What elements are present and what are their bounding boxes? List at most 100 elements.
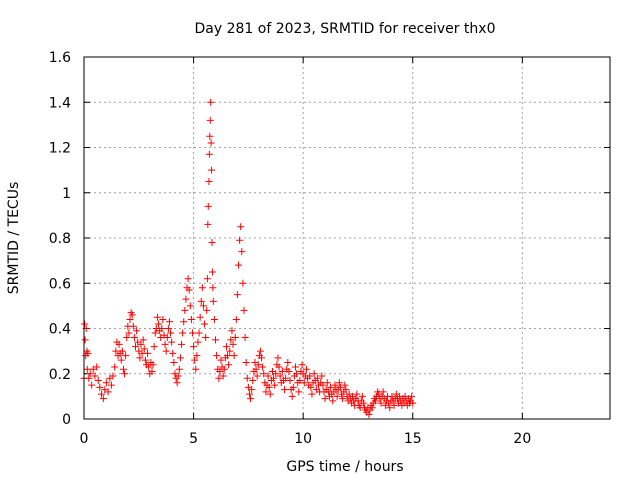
data-point	[207, 98, 215, 106]
data-point	[112, 347, 120, 355]
data-point	[286, 377, 294, 385]
data-point	[240, 306, 248, 314]
data-point	[282, 374, 290, 382]
data-point	[243, 374, 251, 382]
data-point	[107, 381, 115, 389]
data-point	[188, 329, 196, 337]
data-point	[144, 349, 152, 357]
data-point	[141, 356, 149, 364]
data-point	[175, 365, 183, 373]
y-tick-label: 1	[62, 186, 71, 202]
data-point	[91, 372, 99, 380]
data-point	[181, 306, 189, 314]
data-point	[151, 329, 159, 337]
data-point	[197, 297, 205, 305]
y-tick-label: 1.2	[49, 141, 71, 157]
data-point	[308, 390, 316, 398]
data-point	[327, 383, 335, 391]
data-point	[284, 358, 292, 366]
data-point	[217, 356, 225, 364]
data-point	[288, 392, 296, 400]
data-point	[118, 347, 126, 355]
data-point	[168, 338, 176, 346]
x-tick-label: 10	[294, 431, 312, 447]
x-axis-label: GPS time / hours	[286, 459, 403, 475]
data-point	[319, 381, 327, 389]
data-point	[98, 390, 106, 398]
data-point	[321, 395, 329, 403]
data-point	[96, 383, 104, 391]
data-point	[408, 392, 416, 400]
data-point	[225, 361, 233, 369]
data-point	[190, 343, 198, 351]
data-point	[178, 340, 186, 348]
data-point	[86, 370, 94, 378]
data-point	[206, 116, 214, 124]
data-point	[196, 313, 204, 321]
data-point	[278, 367, 286, 375]
data-point	[83, 365, 91, 373]
data-point	[275, 363, 283, 371]
data-point	[220, 365, 228, 373]
data-point	[122, 352, 130, 360]
data-point	[256, 347, 264, 355]
data-point	[215, 374, 223, 382]
data-point	[163, 334, 171, 342]
data-point	[239, 279, 247, 287]
data-point	[265, 383, 273, 391]
data-point	[235, 261, 243, 269]
data-point	[274, 354, 282, 362]
data-point	[208, 239, 216, 247]
data-point	[184, 275, 192, 283]
data-point	[174, 372, 182, 380]
data-point	[191, 356, 199, 364]
data-point	[111, 363, 119, 371]
data-point	[272, 370, 280, 378]
data-point	[210, 315, 218, 323]
data-point	[205, 177, 213, 185]
data-point	[310, 370, 318, 378]
data-point	[289, 383, 297, 391]
data-point	[84, 349, 92, 357]
y-tick-label: 0.4	[49, 322, 71, 338]
data-point	[342, 386, 350, 394]
data-point	[291, 363, 299, 371]
data-point	[148, 367, 156, 375]
data-point	[236, 236, 244, 244]
data-point	[229, 340, 237, 348]
y-axis-label: SRMTID / TECUs	[6, 182, 22, 295]
data-point	[208, 268, 216, 276]
data-point	[209, 297, 217, 305]
data-point	[213, 352, 221, 360]
data-point	[228, 327, 236, 335]
data-point	[307, 383, 315, 391]
data-point	[245, 390, 253, 398]
chart-title: Day 281 of 2023, SRMTID for receiver thx…	[195, 21, 496, 37]
data-point	[339, 395, 347, 403]
data-point	[150, 343, 158, 351]
data-point	[219, 372, 227, 380]
x-tick-label: 15	[404, 431, 422, 447]
data-point	[182, 295, 190, 303]
data-point	[123, 334, 131, 342]
data-point	[149, 361, 157, 369]
data-point	[94, 377, 102, 385]
y-tick-label: 0.2	[49, 367, 71, 383]
data-point	[202, 334, 210, 342]
data-point	[130, 334, 138, 342]
data-point	[180, 318, 188, 326]
data-point	[302, 365, 310, 373]
data-point	[155, 320, 163, 328]
data-point	[126, 315, 134, 323]
data-point	[390, 401, 398, 409]
data-point	[205, 150, 213, 158]
data-point	[115, 340, 123, 348]
grid-lines	[84, 57, 610, 419]
data-point	[209, 284, 217, 292]
data-point	[187, 315, 195, 323]
data-point	[231, 334, 239, 342]
data-point	[88, 381, 96, 389]
data-point	[212, 336, 219, 344]
data-point	[254, 361, 262, 369]
